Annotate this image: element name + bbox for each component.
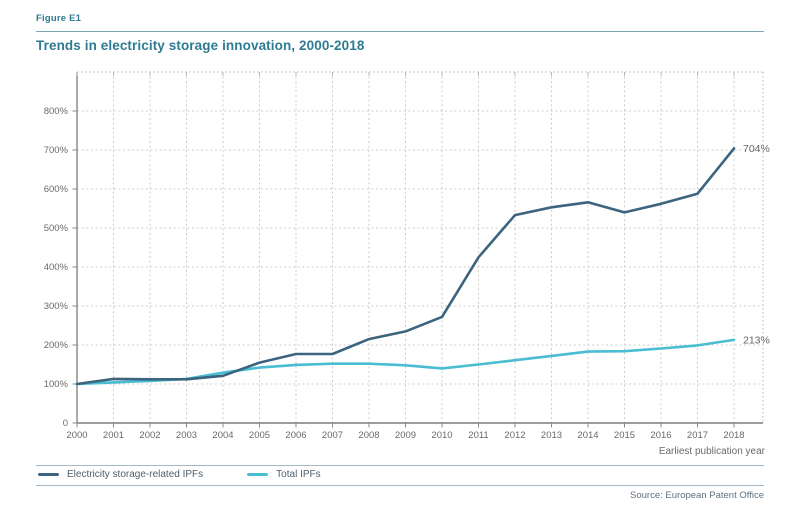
y-tick-label: 600%: [44, 184, 69, 195]
chart-legend: Electricity storage-related IPFs Total I…: [38, 469, 321, 480]
y-tick-label: 500%: [44, 223, 69, 234]
x-tick-label: 2004: [212, 430, 233, 441]
x-tick-label: 2016: [650, 430, 671, 441]
x-tick-label: 2010: [431, 430, 452, 441]
total-line-swatch: [247, 472, 269, 477]
x-tick-label: 2015: [614, 430, 635, 441]
x-tick-label: 2009: [395, 430, 416, 441]
x-tick-label: 2013: [541, 430, 562, 441]
legend-item-total: Total IPFs: [247, 469, 321, 480]
storage-line-swatch: [38, 472, 59, 477]
x-tick-label: 2018: [723, 430, 744, 441]
y-tick-label: 700%: [44, 145, 69, 156]
y-tick-label: 800%: [44, 106, 69, 117]
x-tick-label: 2006: [285, 430, 306, 441]
y-tick-label: 200%: [44, 340, 69, 351]
y-tick-label: 400%: [44, 262, 69, 273]
x-tick-label: 2001: [103, 430, 124, 441]
legend-item-storage: Electricity storage-related IPFs: [38, 469, 203, 480]
series-end-label: 213%: [743, 334, 770, 346]
header-rule: [36, 31, 764, 32]
x-tick-label: 2005: [249, 430, 270, 441]
storage-series-line: [75, 147, 736, 386]
x-tick-label: 2002: [139, 430, 160, 441]
legend-divider-bottom: [36, 485, 764, 486]
y-tick-label: 300%: [44, 301, 69, 312]
x-tick-label: 2008: [358, 430, 379, 441]
x-tick-label: 2012: [504, 430, 525, 441]
source-note: Source: European Patent Office: [630, 490, 764, 501]
x-tick-label: 2007: [322, 430, 343, 441]
y-tick-label: 0: [63, 418, 68, 429]
x-tick-label: 2014: [577, 430, 598, 441]
legend-label-total: Total IPFs: [276, 469, 321, 480]
x-tick-label: 2000: [66, 430, 87, 441]
x-tick-label: 2017: [687, 430, 708, 441]
figure-label: Figure E1: [36, 13, 82, 24]
y-tick-label: 100%: [44, 379, 69, 390]
x-tick-label: 2011: [468, 430, 488, 441]
page-title: Trends in electricity storage innovation…: [36, 38, 365, 53]
x-axis-caption: Earliest publication year: [659, 446, 766, 457]
legend-divider-top: [36, 465, 764, 466]
x-tick-label: 2003: [176, 430, 197, 441]
legend-label-storage: Electricity storage-related IPFs: [67, 469, 204, 480]
series-end-label: 704%: [743, 143, 770, 155]
